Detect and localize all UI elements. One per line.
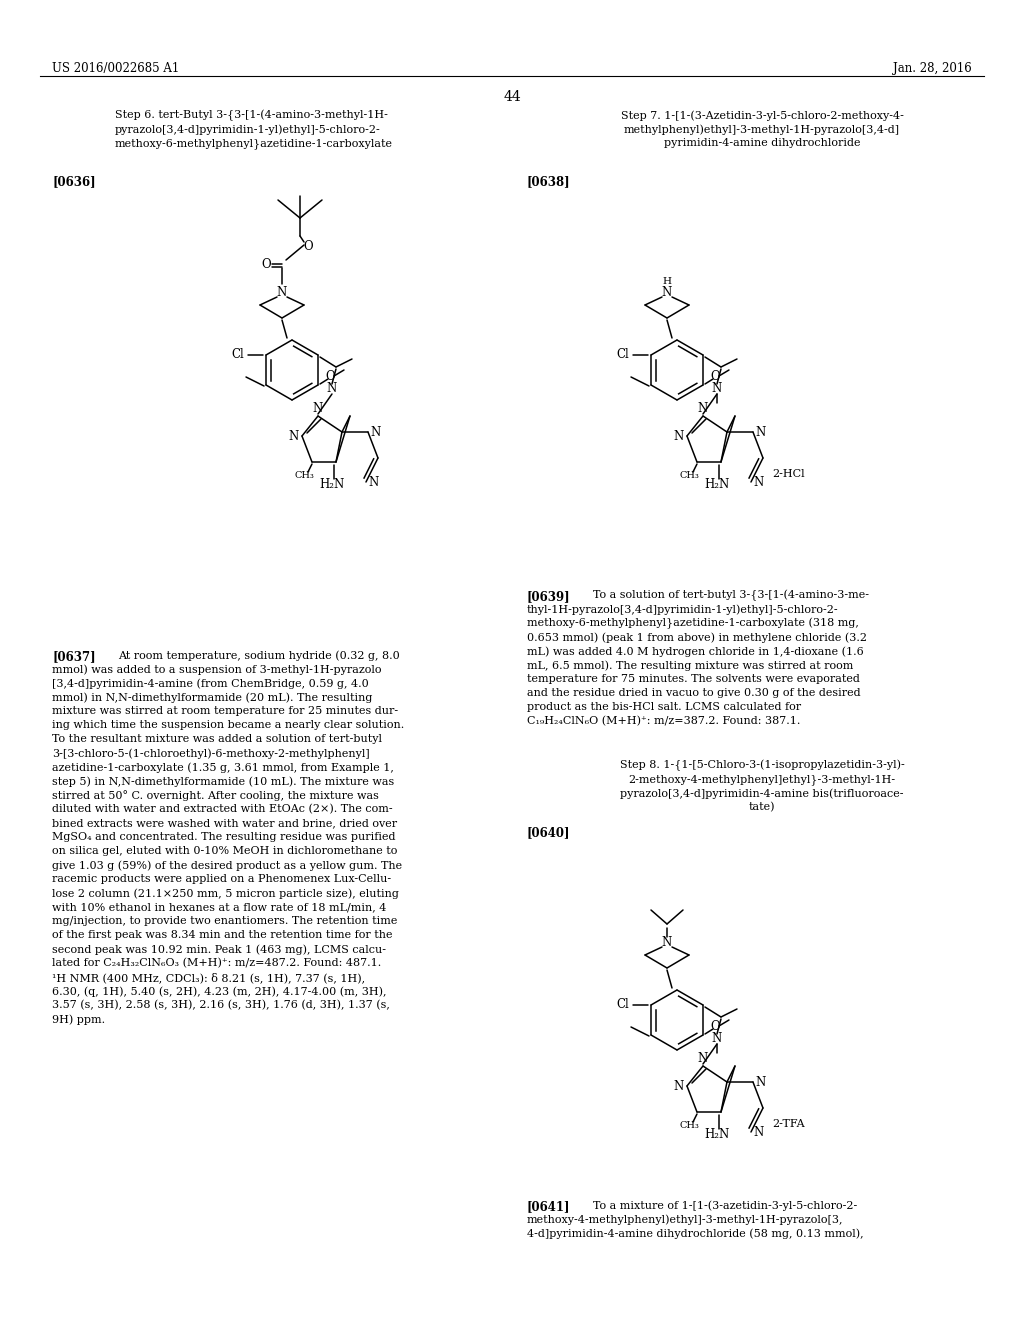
Text: methoxy-6-methylphenyl}azetidine-1-carboxylate: methoxy-6-methylphenyl}azetidine-1-carbo… <box>115 139 393 149</box>
Text: CH₃: CH₃ <box>294 471 314 480</box>
Text: [3,4-d]pyrimidin-4-amine (from ChemBridge, 0.59 g, 4.0: [3,4-d]pyrimidin-4-amine (from ChemBridg… <box>52 678 369 689</box>
Text: CH₃: CH₃ <box>679 471 699 480</box>
Text: racemic products were applied on a Phenomenex Lux-Cellu-: racemic products were applied on a Pheno… <box>52 874 391 884</box>
Text: H₂N: H₂N <box>705 478 730 491</box>
Text: methylphenyl)ethyl]-3-methyl-1H-pyrazolo[3,4-d]: methylphenyl)ethyl]-3-methyl-1H-pyrazolo… <box>624 124 900 135</box>
Text: [0641]: [0641] <box>527 1200 570 1213</box>
Text: O: O <box>261 257 270 271</box>
Text: lose 2 column (21.1×250 mm, 5 micron particle size), eluting: lose 2 column (21.1×250 mm, 5 micron par… <box>52 888 399 899</box>
Text: H₂N: H₂N <box>705 1127 730 1140</box>
Text: 2-HCl: 2-HCl <box>772 469 805 479</box>
Text: To the resultant mixture was added a solution of tert-butyl: To the resultant mixture was added a sol… <box>52 734 382 744</box>
Text: mg/injection, to provide two enantiomers. The retention time: mg/injection, to provide two enantiomers… <box>52 916 397 927</box>
Text: thyl-1H-pyrazolo[3,4-d]pyrimidin-1-yl)ethyl]-5-chloro-2-: thyl-1H-pyrazolo[3,4-d]pyrimidin-1-yl)et… <box>527 605 839 615</box>
Text: N: N <box>712 383 722 396</box>
Text: with 10% ethanol in hexanes at a flow rate of 18 mL/min, 4: with 10% ethanol in hexanes at a flow ra… <box>52 902 386 912</box>
Text: N: N <box>756 1076 766 1089</box>
Text: O: O <box>303 239 312 252</box>
Text: 3.57 (s, 3H), 2.58 (s, 3H), 2.16 (s, 3H), 1.76 (d, 3H), 1.37 (s,: 3.57 (s, 3H), 2.58 (s, 3H), 2.16 (s, 3H)… <box>52 1001 390 1010</box>
Text: Step 8. 1-{1-[5-Chloro-3-(1-isopropylazetidin-3-yl)-: Step 8. 1-{1-[5-Chloro-3-(1-isopropylaze… <box>620 760 904 771</box>
Text: C₁₉H₂₄ClN₆O (M+H)⁺: m/z=387.2. Found: 387.1.: C₁₉H₂₄ClN₆O (M+H)⁺: m/z=387.2. Found: 38… <box>527 715 801 726</box>
Text: N: N <box>674 1080 684 1093</box>
Text: 44: 44 <box>503 90 521 104</box>
Text: N: N <box>276 285 287 298</box>
Text: N: N <box>754 475 764 488</box>
Text: O: O <box>326 371 335 384</box>
Text: O: O <box>711 1020 720 1034</box>
Text: N: N <box>697 1052 709 1064</box>
Text: Step 7. 1-[1-(3-Azetidin-3-yl-5-chloro-2-methoxy-4-: Step 7. 1-[1-(3-Azetidin-3-yl-5-chloro-2… <box>621 110 903 120</box>
Text: H: H <box>663 277 672 286</box>
Text: and the residue dried in vacuo to give 0.30 g of the desired: and the residue dried in vacuo to give 0… <box>527 688 860 698</box>
Text: N: N <box>289 429 299 442</box>
Text: N: N <box>313 401 324 414</box>
Text: second peak was 10.92 min. Peak 1 (463 mg), LCMS calcu-: second peak was 10.92 min. Peak 1 (463 m… <box>52 944 386 954</box>
Text: N: N <box>697 401 709 414</box>
Text: product as the bis-HCl salt. LCMS calculated for: product as the bis-HCl salt. LCMS calcul… <box>527 702 801 711</box>
Text: O: O <box>711 371 720 384</box>
Text: [0639]: [0639] <box>527 590 570 603</box>
Text: bined extracts were washed with water and brine, dried over: bined extracts were washed with water an… <box>52 818 397 828</box>
Text: Jan. 28, 2016: Jan. 28, 2016 <box>893 62 972 75</box>
Text: methoxy-6-methylphenyl}azetidine-1-carboxylate (318 mg,: methoxy-6-methylphenyl}azetidine-1-carbo… <box>527 618 859 630</box>
Text: 9H) ppm.: 9H) ppm. <box>52 1014 105 1024</box>
Text: Step 6. tert-Butyl 3-{3-[1-(4-amino-3-methyl-1H-: Step 6. tert-Butyl 3-{3-[1-(4-amino-3-me… <box>115 110 388 121</box>
Text: of the first peak was 8.34 min and the retention time for the: of the first peak was 8.34 min and the r… <box>52 931 392 940</box>
Text: N: N <box>754 1126 764 1138</box>
Text: mL) was added 4.0 M hydrogen chloride in 1,4-dioxane (1.6: mL) was added 4.0 M hydrogen chloride in… <box>527 645 864 656</box>
Text: N: N <box>712 1032 722 1045</box>
Text: N: N <box>371 425 381 438</box>
Text: give 1.03 g (59%) of the desired product as a yellow gum. The: give 1.03 g (59%) of the desired product… <box>52 861 402 871</box>
Text: mmol) was added to a suspension of 3-methyl-1H-pyrazolo: mmol) was added to a suspension of 3-met… <box>52 664 382 675</box>
Text: ing which time the suspension became a nearly clear solution.: ing which time the suspension became a n… <box>52 719 404 730</box>
Text: pyrazolo[3,4-d]pyrimidin-1-yl)ethyl]-5-chloro-2-: pyrazolo[3,4-d]pyrimidin-1-yl)ethyl]-5-c… <box>115 124 381 135</box>
Text: N: N <box>756 425 766 438</box>
Text: At room temperature, sodium hydride (0.32 g, 8.0: At room temperature, sodium hydride (0.3… <box>118 649 399 660</box>
Text: N: N <box>662 936 672 949</box>
Text: 0.653 mmol) (peak 1 from above) in methylene chloride (3.2: 0.653 mmol) (peak 1 from above) in methy… <box>527 632 867 643</box>
Text: 4-d]pyrimidin-4-amine dihydrochloride (58 mg, 0.13 mmol),: 4-d]pyrimidin-4-amine dihydrochloride (5… <box>527 1228 863 1238</box>
Text: To a solution of tert-butyl 3-{3-[1-(4-amino-3-me-: To a solution of tert-butyl 3-{3-[1-(4-a… <box>593 590 869 602</box>
Text: N: N <box>662 285 672 298</box>
Text: Cl: Cl <box>616 998 630 1011</box>
Text: step 5) in N,N-dimethylformamide (10 mL). The mixture was: step 5) in N,N-dimethylformamide (10 mL)… <box>52 776 394 787</box>
Text: Cl: Cl <box>616 348 630 362</box>
Text: [0640]: [0640] <box>527 826 570 840</box>
Text: 2-TFA: 2-TFA <box>772 1119 805 1129</box>
Text: To a mixture of 1-[1-(3-azetidin-3-yl-5-chloro-2-: To a mixture of 1-[1-(3-azetidin-3-yl-5-… <box>593 1200 857 1210</box>
Text: US 2016/0022685 A1: US 2016/0022685 A1 <box>52 62 179 75</box>
Text: 6.30, (q, 1H), 5.40 (s, 2H), 4.23 (m, 2H), 4.17-4.00 (m, 3H),: 6.30, (q, 1H), 5.40 (s, 2H), 4.23 (m, 2H… <box>52 986 386 997</box>
Text: on silica gel, eluted with 0-10% MeOH in dichloromethane to: on silica gel, eluted with 0-10% MeOH in… <box>52 846 397 855</box>
Text: lated for C₂₄H₃₂ClN₆O₃ (M+H)⁺: m/z=487.2. Found: 487.1.: lated for C₂₄H₃₂ClN₆O₃ (M+H)⁺: m/z=487.2… <box>52 958 381 969</box>
Text: H₂N: H₂N <box>319 478 345 491</box>
Text: azetidine-1-carboxylate (1.35 g, 3.61 mmol, from Example 1,: azetidine-1-carboxylate (1.35 g, 3.61 mm… <box>52 762 394 772</box>
Text: mL, 6.5 mmol). The resulting mixture was stirred at room: mL, 6.5 mmol). The resulting mixture was… <box>527 660 853 671</box>
Text: mixture was stirred at room temperature for 25 minutes dur-: mixture was stirred at room temperature … <box>52 706 398 715</box>
Text: tate): tate) <box>749 803 775 812</box>
Text: pyrimidin-4-amine dihydrochloride: pyrimidin-4-amine dihydrochloride <box>664 139 860 148</box>
Text: 2-methoxy-4-methylphenyl]ethyl}-3-methyl-1H-: 2-methoxy-4-methylphenyl]ethyl}-3-methyl… <box>629 774 896 785</box>
Text: N: N <box>327 383 337 396</box>
Text: MgSO₄ and concentrated. The resulting residue was purified: MgSO₄ and concentrated. The resulting re… <box>52 832 395 842</box>
Text: [0638]: [0638] <box>527 176 570 187</box>
Text: 3-[3-chloro-5-(1-chloroethyl)-6-methoxy-2-methylphenyl]: 3-[3-chloro-5-(1-chloroethyl)-6-methoxy-… <box>52 748 370 759</box>
Text: pyrazolo[3,4-d]pyrimidin-4-amine bis(trifluoroace-: pyrazolo[3,4-d]pyrimidin-4-amine bis(tri… <box>621 788 904 799</box>
Text: [0636]: [0636] <box>52 176 95 187</box>
Text: stirred at 50° C. overnight. After cooling, the mixture was: stirred at 50° C. overnight. After cooli… <box>52 789 379 801</box>
Text: CH₃: CH₃ <box>679 1122 699 1130</box>
Text: mmol) in N,N-dimethylformamide (20 mL). The resulting: mmol) in N,N-dimethylformamide (20 mL). … <box>52 692 373 702</box>
Text: N: N <box>369 475 379 488</box>
Text: temperature for 75 minutes. The solvents were evaporated: temperature for 75 minutes. The solvents… <box>527 675 860 684</box>
Text: [0637]: [0637] <box>52 649 95 663</box>
Text: N: N <box>674 429 684 442</box>
Text: Cl: Cl <box>231 348 245 362</box>
Text: methoxy-4-methylphenyl)ethyl]-3-methyl-1H-pyrazolo[3,: methoxy-4-methylphenyl)ethyl]-3-methyl-1… <box>527 1214 844 1225</box>
Text: ¹H NMR (400 MHz, CDCl₃): δ 8.21 (s, 1H), 7.37 (s, 1H),: ¹H NMR (400 MHz, CDCl₃): δ 8.21 (s, 1H),… <box>52 972 366 983</box>
Text: diluted with water and extracted with EtOAc (2×). The com-: diluted with water and extracted with Et… <box>52 804 392 814</box>
